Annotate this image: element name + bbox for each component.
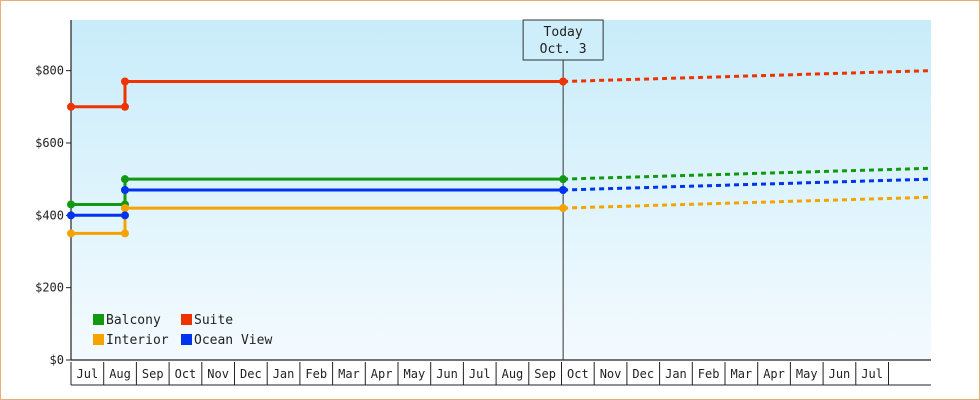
interior-point — [120, 229, 129, 238]
x-month-label: Oct — [175, 367, 197, 381]
y-axis: $0 $200 $400 $600 $800 — [35, 20, 72, 367]
x-month-label: Jun — [829, 367, 851, 381]
today-marker: Today Oct. 3 — [522, 19, 604, 360]
x-month-label: Jun — [436, 367, 458, 381]
x-month-label: Aug — [109, 367, 131, 381]
x-month-label: Oct — [567, 367, 589, 381]
x-month-label: Jul — [861, 367, 883, 381]
interior-point — [559, 204, 568, 213]
y-tick-label: $0 — [50, 353, 64, 367]
ocean-view-point — [120, 186, 129, 194]
y-tick-label: $200 — [35, 281, 64, 295]
x-month-label: Sep — [534, 367, 556, 381]
x-month-label: Jul — [469, 367, 491, 381]
x-month-label: Jul — [77, 367, 99, 381]
x-month-label: Mar — [338, 367, 360, 381]
x-month-label: May — [404, 367, 426, 381]
suite-point — [67, 102, 75, 111]
today-date: Oct. 3 — [540, 42, 587, 57]
x-axis: Jul Aug Sep Oct Nov Dec Jan Feb Mar Apr May Jun Jul A… — [70, 359, 931, 386]
x-month-label: Jan — [665, 367, 687, 381]
x-month-label: Nov — [207, 367, 229, 381]
suite-point — [120, 77, 129, 86]
legend-swatch-balcony — [93, 314, 104, 325]
suite-actual-line — [71, 80, 564, 109]
legend-label-ocean-view: Ocean View — [194, 333, 272, 348]
series-group — [67, 69, 932, 238]
balcony-point — [67, 200, 75, 209]
legend-swatch-interior — [93, 334, 104, 345]
suite-point — [120, 102, 129, 111]
legend: Balcony Interior Suite Ocean View — [93, 313, 272, 348]
suite-forecast-line — [563, 69, 932, 83]
x-month-label: Jan — [273, 367, 295, 381]
balcony-point — [559, 175, 568, 184]
x-month-label: Feb — [305, 367, 327, 381]
y-tick-label: $400 — [35, 208, 64, 222]
interior-forecast-line — [563, 195, 932, 210]
interior-point — [120, 204, 129, 213]
x-month-label: Aug — [502, 367, 524, 381]
suite-point — [559, 77, 568, 86]
balcony-forecast-line — [563, 166, 932, 181]
x-month-label: Apr — [763, 367, 785, 381]
x-month-label: Dec — [632, 367, 654, 381]
legend-swatch-ocean-view — [181, 334, 192, 345]
balcony-point — [120, 175, 129, 184]
x-month-label: May — [796, 367, 818, 381]
legend-swatch-suite — [181, 314, 192, 325]
legend-label-suite: Suite — [194, 313, 233, 328]
x-month-label: Apr — [371, 367, 393, 381]
legend-label-balcony: Balcony — [106, 313, 161, 328]
interior-point — [67, 229, 75, 238]
x-month-label: Nov — [600, 367, 622, 381]
x-month-label: Dec — [240, 367, 262, 381]
legend-label-interior: Interior — [106, 333, 169, 348]
ocean-view-forecast-line — [563, 177, 932, 192]
x-month-label: Mar — [730, 367, 752, 381]
today-label: Today — [544, 25, 583, 40]
ocean-view-point — [120, 211, 129, 220]
interior-actual-line — [71, 206, 564, 235]
ocean-view-point — [559, 186, 568, 194]
y-tick-label: $800 — [35, 64, 64, 78]
y-tick-label: $600 — [35, 136, 64, 150]
today-box — [522, 19, 604, 61]
x-month-label: Feb — [698, 367, 720, 381]
ocean-view-point — [67, 211, 75, 220]
x-month-label: Sep — [142, 367, 164, 381]
